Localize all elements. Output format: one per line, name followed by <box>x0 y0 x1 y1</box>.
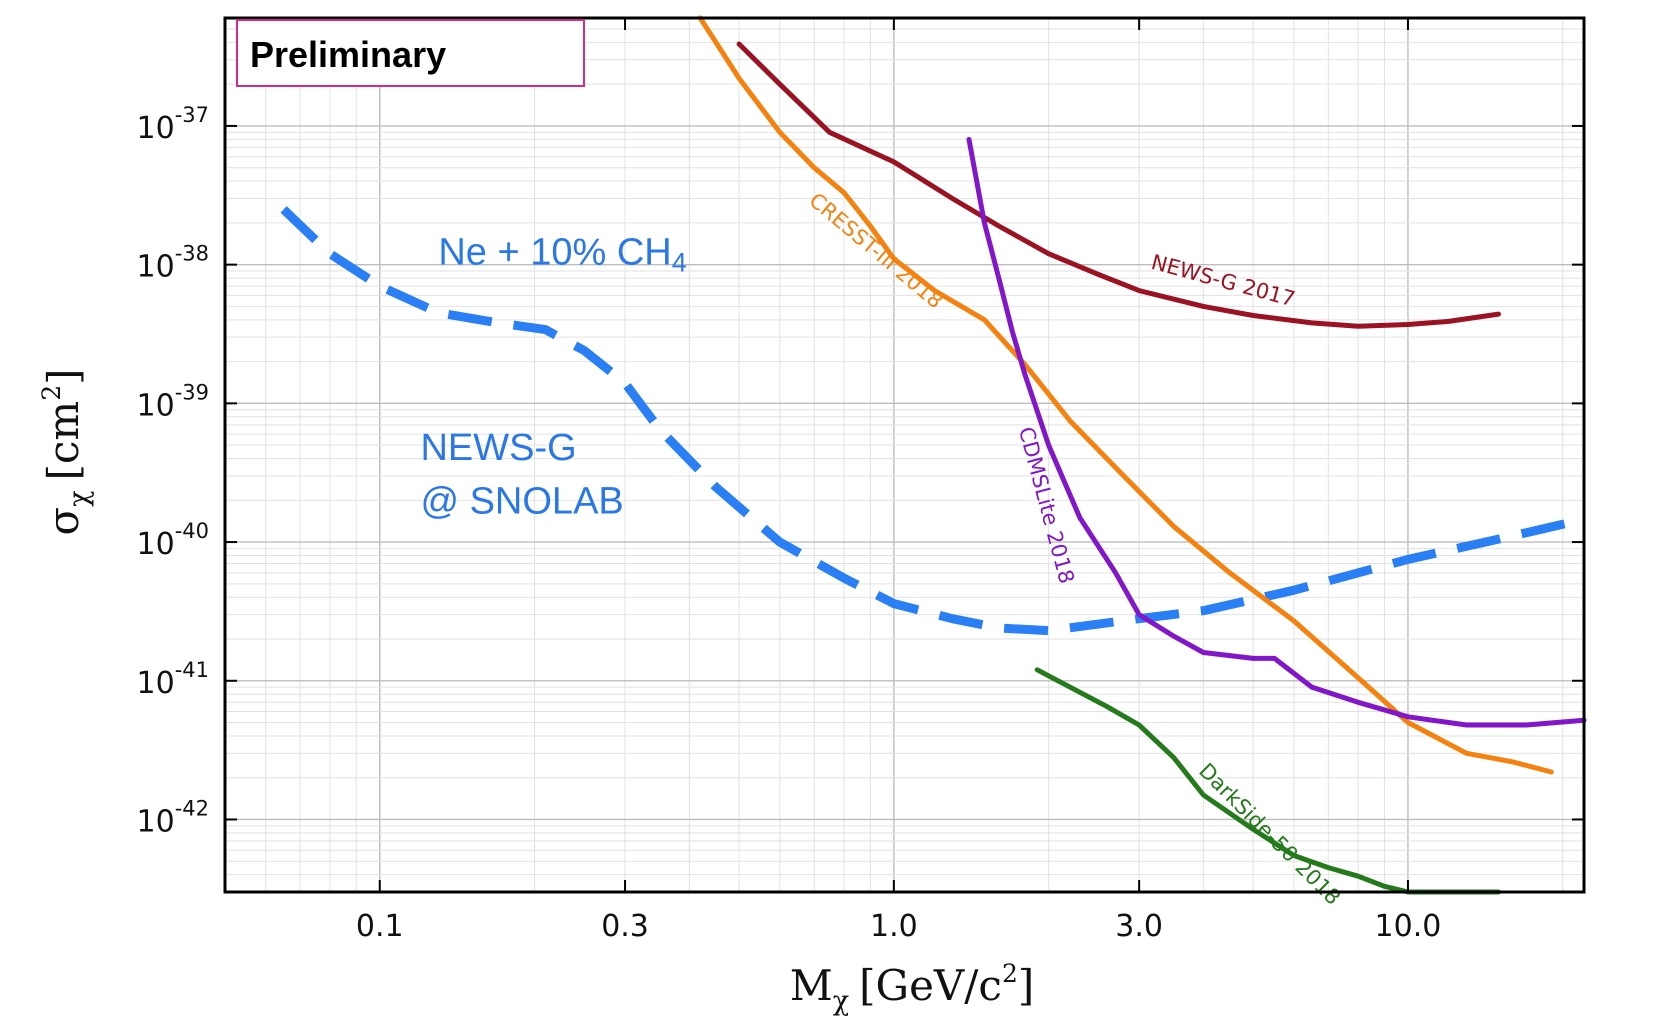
series-label-4: DarkSide-50 2018 <box>1194 759 1345 910</box>
y-axis-label: σχ [cm2] <box>37 368 95 535</box>
series-line-0 <box>280 206 1575 636</box>
y-axis-label-sup: 2 <box>37 385 66 401</box>
y-axis-label-sub: χ <box>64 490 95 506</box>
preliminary-text: Preliminary <box>250 34 446 75</box>
x-axis-label-main: M <box>790 961 833 1010</box>
y-tick-label: 10-37 <box>137 103 210 146</box>
series-label-1: CRESST-III 2018 <box>805 188 948 313</box>
y-tick-label: 10-39 <box>137 380 210 423</box>
y-tick-label: 10-41 <box>137 658 210 701</box>
series-label-3: CDMSLite 2018 <box>1014 424 1079 586</box>
series-line-4 <box>1034 667 1501 895</box>
y-tick-label: 10-40 <box>137 519 210 562</box>
series-line-2 <box>736 41 1501 329</box>
x-tick-label: 1.0 <box>870 909 918 944</box>
y-axis-label-main: σ <box>39 507 88 536</box>
y-tick-label: 10-42 <box>137 796 210 839</box>
annotations: Ne + 10% CH4 NEWS-G @ SNOLAB <box>420 232 686 523</box>
gas-mixture-label: Ne + 10% CH4 <box>438 232 686 278</box>
y-tick-label: 10-38 <box>137 242 210 285</box>
y-axis-label-close: ] <box>39 368 88 384</box>
x-axis-label-sup: 2 <box>1002 959 1018 988</box>
axis-ticks: 0.1 0.3 1.0 3.0 10.0 10-37 10-38 10-39 10-40 10-4… <box>137 18 1584 944</box>
series-label-2: NEWS-G 2017 <box>1149 250 1298 311</box>
plot-frame <box>223 16 1586 894</box>
experiment-label-line2: @ SNOLAB <box>420 481 623 523</box>
x-tick-label: 3.0 <box>1115 909 1163 944</box>
preliminary-badge: Preliminary <box>236 19 585 87</box>
experiment-label-line1: NEWS-G <box>420 427 576 469</box>
y-axis-label-unit: [cm <box>39 401 88 481</box>
x-axis-label-unit: [GeV/c <box>859 961 1002 1010</box>
x-tick-label: 0.1 <box>356 909 404 944</box>
x-tick-label: 10.0 <box>1375 909 1442 944</box>
x-axis-label-sub: χ <box>833 986 849 1016</box>
x-axis-label-close: ] <box>1018 961 1034 1010</box>
series-line-3 <box>966 136 1587 728</box>
x-axis-label: Mχ [GeV/c2] <box>790 959 1034 1016</box>
x-tick-label: 0.3 <box>601 909 649 944</box>
